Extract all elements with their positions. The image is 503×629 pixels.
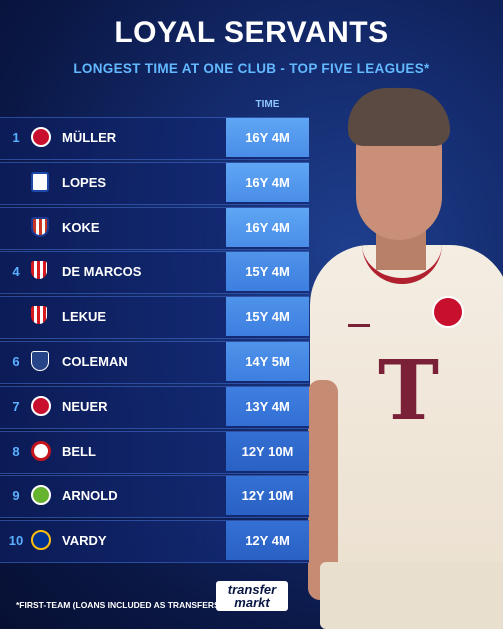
player-name: LEKUE [62, 309, 107, 325]
player-name: ARNOLD [62, 488, 118, 504]
table-row: LEKUE 15Y 4M [0, 294, 309, 340]
time-column-header: TIME [255, 99, 280, 110]
time-value: 16Y 4M [226, 162, 309, 202]
ranking-table: 1 MÜLLER 16Y 4M LOPES 16Y 4M KOKE 16Y 4M… [0, 115, 309, 564]
athletic-crest-icon [31, 261, 47, 280]
table-row: KOKE 16Y 4M [0, 205, 309, 250]
time-value: 12Y 10M [226, 476, 309, 516]
mainz-crest-icon [31, 440, 51, 461]
adidas-logo-icon [348, 310, 370, 327]
sponsor-logo-icon: T [378, 343, 440, 439]
row-rank: 1 [12, 130, 20, 145]
jersey-collar [362, 240, 442, 284]
bayern-badge-icon [432, 296, 464, 328]
time-value: 15Y 4M [226, 297, 309, 337]
wolfsburg-crest-icon [31, 485, 51, 506]
atletico-crest-icon [31, 216, 49, 237]
time-value: 12Y 4M [226, 521, 309, 561]
table-row: LOPES 16Y 4M [0, 160, 309, 205]
player-photo: T [300, 80, 503, 629]
player-name: DE MARCOS [62, 264, 142, 280]
logo-top-text: transfer [227, 582, 277, 597]
transfermarkt-logo: transfer markt [216, 581, 288, 611]
bayern-crest-icon [31, 127, 51, 147]
jersey [310, 245, 503, 575]
time-value: 16Y 4M [226, 207, 309, 247]
row-rank: 4 [12, 264, 20, 280]
player-name: BELL [62, 443, 96, 459]
time-value: 16Y 4M [226, 118, 309, 157]
table-row: 6 COLEMAN 14Y 5M [0, 339, 309, 384]
row-rank: 8 [12, 443, 20, 459]
page-title: LOYAL SERVANTS [114, 16, 389, 49]
table-row: 9 ARNOLD 12Y 10M [0, 473, 309, 519]
player-name: KOKE [62, 219, 100, 235]
player-name: LOPES [62, 174, 107, 190]
row-rank: 10 [8, 533, 24, 549]
table-row: 4 DE MARCOS 15Y 4M [0, 249, 309, 295]
lyon-crest-icon [31, 171, 49, 192]
page-subtitle: LONGEST TIME AT ONE CLUB - TOP FIVE LEAG… [73, 61, 430, 76]
logo-bottom-text: markt [234, 595, 270, 610]
table-row: 10 VARDY 12Y 4M [0, 518, 309, 564]
everton-crest-icon [31, 350, 49, 371]
player-name: MÜLLER [62, 130, 117, 145]
player-name: COLEMAN [62, 353, 128, 369]
leicester-crest-icon [31, 530, 51, 551]
player-name: VARDY [62, 533, 107, 549]
footnote: *FIRST-TEAM (LOANS INCLUDED AS TRANSFERS… [16, 600, 223, 610]
athletic-crest-icon [31, 306, 47, 325]
time-value: 12Y 10M [226, 431, 309, 471]
row-rank: 6 [12, 353, 20, 369]
time-value: 13Y 4M [226, 386, 309, 426]
time-value: 15Y 4M [226, 252, 309, 292]
player-name: NEUER [62, 398, 108, 414]
bayern-crest-icon [31, 395, 51, 416]
row-rank: 7 [12, 398, 20, 414]
table-row: 8 BELL 12Y 10M [0, 429, 309, 474]
time-value: 14Y 5M [226, 341, 309, 381]
row-rank: 9 [12, 488, 20, 504]
table-row: 7 NEUER 13Y 4M [0, 384, 309, 429]
player-hair [348, 88, 450, 146]
player-shorts [320, 562, 503, 629]
table-row: 1 MÜLLER 16Y 4M [0, 115, 309, 160]
